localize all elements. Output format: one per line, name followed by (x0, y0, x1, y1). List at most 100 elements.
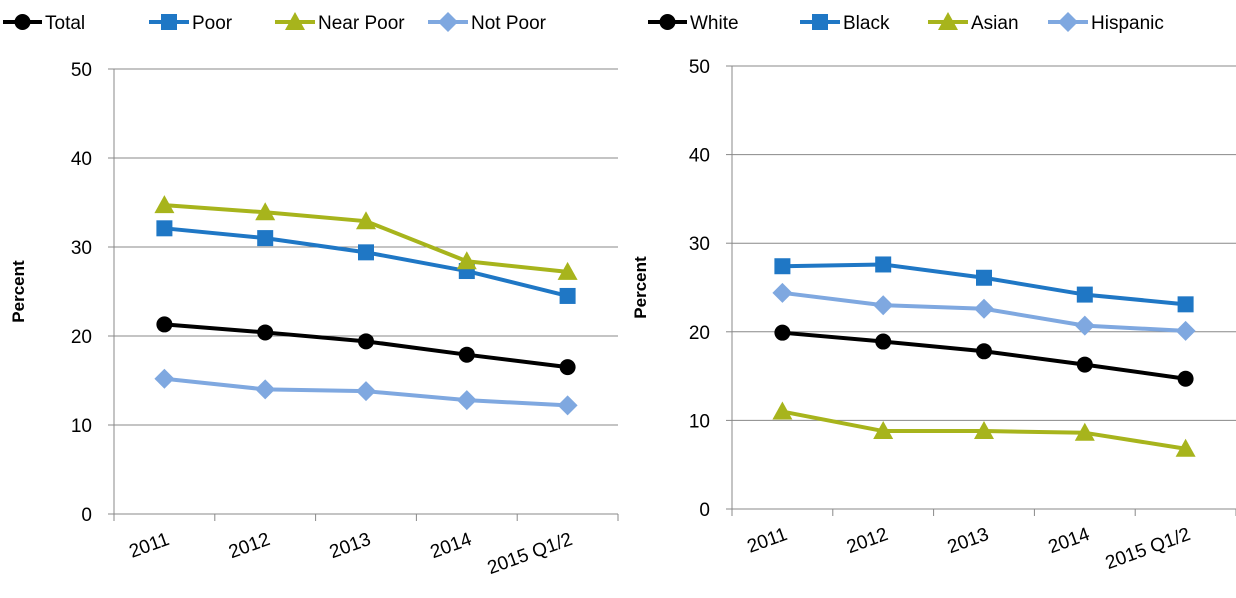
legend-item-asian: Asian (928, 12, 1019, 34)
data-point-poor (358, 244, 374, 261)
data-point-total (257, 324, 274, 341)
legend-label: Poor (192, 13, 233, 34)
series-near-poor (154, 195, 578, 280)
data-point-asian (974, 421, 994, 440)
data-point-total (559, 359, 576, 376)
data-point-poor (257, 230, 274, 247)
legend: White Black Asian Hispanic (648, 12, 1164, 34)
data-point-near-poor (557, 261, 578, 280)
legend-item-white: White (648, 13, 739, 34)
legend-swatch-marker (659, 14, 676, 30)
data-point-black (774, 258, 791, 275)
data-point-near-poor (255, 202, 276, 221)
legend-label: Asian (971, 13, 1019, 34)
y-tick-label: 10 (689, 411, 710, 432)
legend-item-not-poor: Not Poor (428, 12, 547, 34)
chart-panel-1: 0 10 20 30 40 50 2011 2012 2013 2014 2015 Q1/2 Perc… (3, 12, 619, 579)
y-tick-label: 0 (699, 500, 710, 521)
y-tick-label: 50 (71, 60, 92, 81)
legend-swatch-marker (161, 14, 177, 30)
y-tick-label: 40 (689, 146, 710, 167)
legend-item-near-poor: Near Poor (275, 12, 405, 34)
data-point-white (875, 333, 892, 350)
series-total (156, 316, 576, 376)
y-axis-title: Percent (9, 260, 28, 323)
x-tick-label: 2015 Q1/2 (485, 529, 576, 579)
legend-swatch-marker (285, 12, 305, 30)
y-tick-label: 0 (81, 505, 92, 526)
series-hispanic (772, 282, 1196, 341)
y-axis-title: Percent (631, 256, 650, 319)
data-point-hispanic (772, 282, 793, 303)
x-tick-label: 2014 (428, 529, 475, 563)
x-tick-label: 2011 (127, 529, 173, 563)
data-point-hispanic (1074, 315, 1095, 336)
data-point-near-poor (356, 211, 376, 230)
data-point-near-poor (154, 195, 175, 214)
data-point-white (1177, 370, 1194, 387)
data-point-hispanic (974, 298, 994, 319)
data-point-poor (559, 287, 576, 304)
legend-item-hispanic: Hispanic (1048, 12, 1164, 34)
legend-label: Near Poor (318, 13, 405, 34)
data-point-white (1076, 356, 1093, 373)
legend-swatch-marker (1058, 12, 1078, 32)
data-point-not-poor (255, 379, 276, 400)
data-point-asian (1074, 422, 1095, 441)
data-point-asian (772, 401, 793, 420)
legend-item-poor: Poor (149, 13, 233, 34)
data-point-near-poor (456, 251, 477, 270)
series-poor (156, 220, 576, 304)
x-tick-label: 2012 (844, 524, 891, 558)
data-point-not-poor (356, 381, 376, 402)
data-point-white (774, 324, 791, 341)
series-black (774, 256, 1194, 313)
x-tick-label: 2012 (226, 529, 273, 563)
x-tick-label: 2013 (327, 529, 374, 563)
legend-swatch-marker (14, 14, 31, 30)
data-point-not-poor (456, 390, 477, 411)
y-tick-label: 20 (71, 327, 92, 348)
data-point-white (976, 343, 992, 360)
legend-label: Total (45, 13, 85, 34)
legend-label: White (690, 13, 739, 34)
legend-swatch-marker (812, 14, 828, 30)
x-tick-label: 2014 (1046, 524, 1093, 558)
legend-item-total: Total (3, 13, 85, 34)
x-tick-label: 2011 (745, 524, 791, 558)
legend-label: Not Poor (471, 13, 547, 34)
data-point-poor (156, 220, 173, 237)
data-point-not-poor (557, 395, 578, 416)
data-point-black (976, 269, 992, 286)
legend: Total Poor Near Poor Not Poor (3, 12, 547, 34)
legend-label: Hispanic (1091, 13, 1164, 34)
x-tick-label: 2013 (945, 524, 992, 558)
y-tick-label: 40 (71, 149, 92, 170)
data-point-asian (1175, 438, 1196, 457)
y-tick-label: 50 (689, 57, 710, 78)
y-tick-label: 20 (689, 323, 710, 344)
series-asian (772, 401, 1196, 457)
data-point-hispanic (1175, 320, 1196, 341)
y-tick-label: 30 (71, 238, 92, 259)
y-tick-label: 30 (689, 234, 710, 255)
series-line-poor (164, 226, 569, 298)
series-not-poor (154, 368, 578, 416)
y-tick-label: 10 (71, 416, 92, 437)
data-point-hispanic (873, 295, 894, 316)
data-point-total (458, 346, 475, 363)
data-point-total (156, 316, 173, 333)
series-white (774, 324, 1194, 387)
data-point-total (358, 333, 374, 350)
data-point-black (1177, 296, 1194, 313)
legend-swatch-marker (938, 12, 958, 30)
data-point-asian (873, 421, 894, 440)
data-point-black (1076, 286, 1093, 303)
legend-label: Black (843, 13, 890, 34)
chart-panel-2: 0 10 20 30 40 50 2011 2012 2013 2014 2015 Q1/2 Perc… (631, 12, 1236, 574)
data-point-black (875, 256, 892, 273)
legend-item-black: Black (800, 13, 890, 34)
data-point-not-poor (154, 368, 175, 389)
